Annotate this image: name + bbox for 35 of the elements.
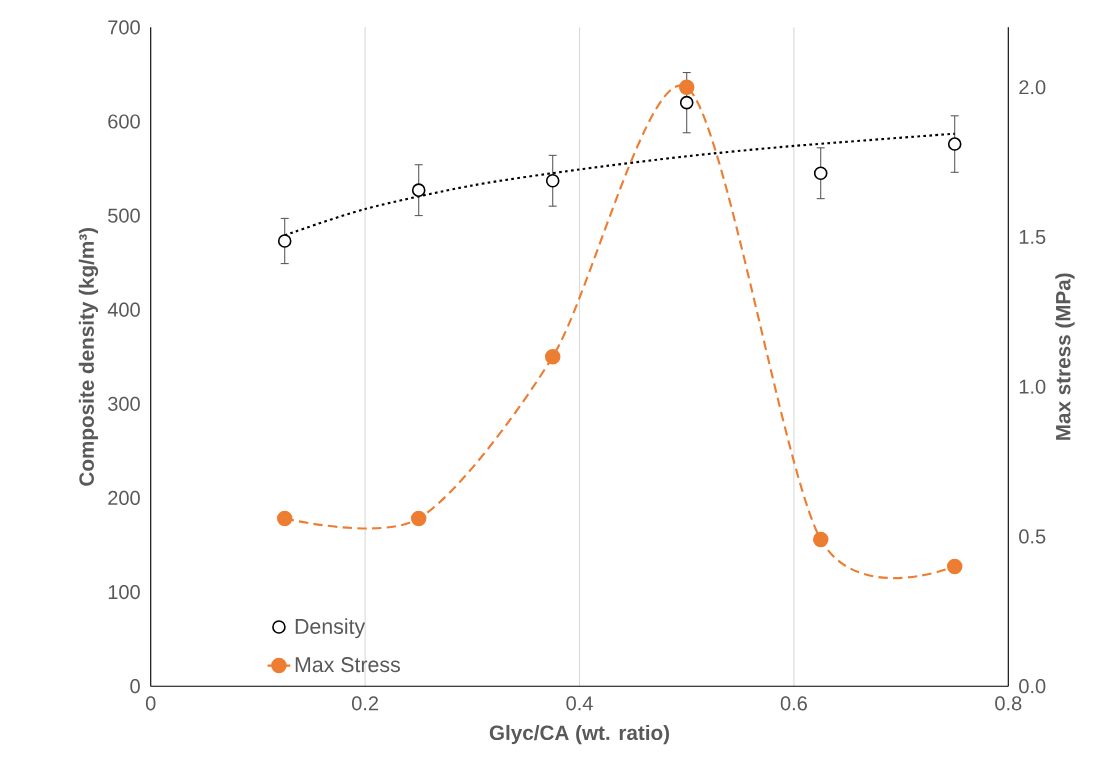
y-tick-label: 600: [108, 114, 140, 129]
point: [411, 183, 426, 198]
point: [679, 96, 694, 110]
point: [277, 234, 292, 249]
y-tick-label: 700: [108, 20, 140, 35]
y-tick-label: 200: [108, 491, 140, 506]
y2-tick-label: 2.0: [1019, 80, 1046, 95]
point: [544, 349, 561, 365]
point: [946, 558, 963, 575]
y-tick-label: 400: [107, 302, 140, 317]
y-tick-label: 0: [130, 679, 140, 694]
x-tick-label: 0.6: [780, 696, 807, 711]
y2-axis-title: Max stress (MPa): [1055, 273, 1075, 441]
point: [947, 137, 962, 152]
y2-tick-label: 1.5: [1019, 230, 1046, 245]
y-tick-label: 300: [108, 396, 140, 412]
point: [813, 166, 828, 181]
y-tick-label: 100: [108, 585, 140, 600]
point: [410, 510, 427, 527]
x-axis-title: Glyc/CA (wt. ratio): [489, 725, 670, 745]
x-tick-label: 0.4: [566, 696, 593, 711]
legend-label: Max Stress: [295, 657, 400, 673]
x-tick-label: 0: [145, 696, 156, 711]
y-axis-title: Composite density (kg/m³): [78, 228, 99, 486]
point: [812, 531, 829, 548]
x-tick-label: 0.2: [351, 696, 379, 711]
y-tick-label: 500: [108, 208, 140, 223]
legend-label: Density: [295, 618, 366, 639]
y2-tick-label: 0.0: [1019, 679, 1046, 694]
point: [276, 510, 293, 527]
y2-tick-label: 1.0: [1019, 379, 1046, 395]
point: [545, 174, 560, 188]
point: [678, 79, 695, 96]
y2-tick-label: 0.5: [1019, 529, 1046, 544]
x-tick-label: 0.8: [995, 696, 1022, 711]
